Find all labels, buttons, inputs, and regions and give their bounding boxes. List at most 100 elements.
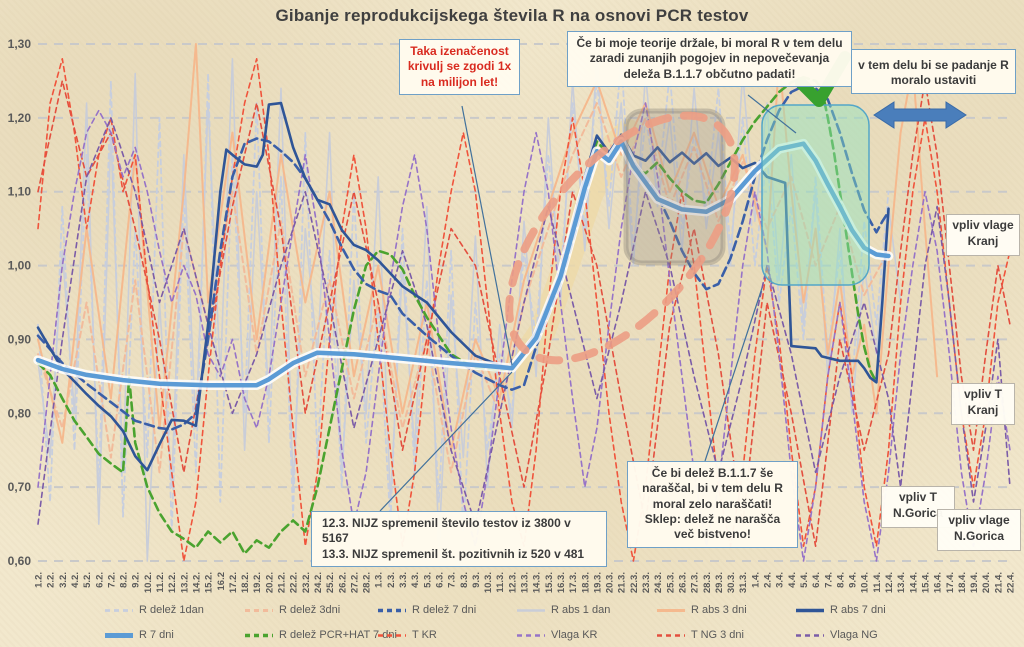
x-axis-tick-label: 13.4.	[896, 572, 907, 593]
legend-marker	[105, 632, 133, 638]
x-axis-tick-label: 18.3.	[580, 572, 591, 593]
y-axis-tick-label: 1,00	[8, 259, 32, 273]
leader-nijz	[379, 371, 513, 512]
legend-marker	[657, 608, 685, 612]
x-axis-tick-label: 21.3.	[617, 572, 628, 593]
legend-label: R 7 dni	[139, 629, 174, 641]
x-axis-tick-label: 1.2.	[34, 572, 45, 588]
series-r-abs-3-dni	[37, 43, 939, 452]
x-axis-tick-label: 13.3.	[520, 572, 531, 593]
x-axis-tick-label: 5.3.	[422, 572, 433, 588]
x-axis-tick-label: 3.2.	[58, 572, 69, 588]
legend-item-r-dele-1dan[interactable]: R delež 1dan	[104, 604, 204, 616]
legend-marker	[657, 633, 685, 637]
x-axis-tick-label: 9.3.	[471, 572, 482, 588]
x-axis-tick-label: 18.2.	[240, 572, 251, 593]
x-axis-tick-label: 12.2.	[167, 572, 178, 593]
x-axis-tick-label: 7.2.	[106, 572, 117, 588]
x-axis-tick-label: 19.2.	[252, 572, 263, 593]
x-axis-tick-label: 16.2	[216, 572, 227, 591]
legend-label: R abs 1 dan	[551, 604, 611, 616]
legend-label: Vlaga NG	[830, 629, 878, 641]
x-axis-tick-label: 24.2.	[313, 572, 324, 593]
y-axis-tick-label: 0,90	[8, 332, 32, 346]
leader-million	[461, 105, 513, 366]
x-axis-tick-label: 4.4.	[787, 572, 798, 588]
series-r-7-dni	[35, 139, 891, 388]
x-axis-tick-label: 19.3.	[592, 572, 603, 593]
red-dashed-ellipse[interactable]	[468, 76, 777, 399]
x-axis-tick-label: 22.3.	[629, 572, 640, 593]
legend-marker	[378, 608, 406, 612]
callout-nijz[interactable]: 12.3. NIJZ spremenil število testov iz 3…	[311, 511, 607, 568]
x-axis-tick-label: 16.3.	[556, 572, 567, 593]
legend-item-r-dele-7-dni[interactable]: R delež 7 dni	[377, 604, 476, 616]
legend-marker	[245, 633, 273, 637]
x-axis-tick-label: 8.4.	[835, 572, 846, 588]
x-axis-tick-label: 14.4.	[908, 572, 919, 593]
legend-marker	[517, 633, 545, 637]
leader-b117	[704, 287, 763, 462]
legend-item-vlaga-ng[interactable]: Vlaga NG	[795, 629, 878, 641]
x-axis-tick-label: 3.3.	[398, 572, 409, 588]
x-axis-tick-label: 20.4.	[981, 572, 992, 593]
x-axis-tick-label: 4.2.	[70, 572, 81, 588]
callout-stop-falling[interactable]: v tem delu bi se padanje R moralo ustavi…	[851, 49, 1016, 94]
legend-label: R delež 3dni	[279, 604, 341, 616]
x-axis-tick-label: 15.2.	[204, 572, 215, 593]
x-axis-tick-label: 31.3.	[738, 572, 749, 593]
legend-label: R delež PCR+HAT 7 dni	[279, 629, 397, 641]
x-axis-tick-label: 8.3.	[459, 572, 470, 588]
x-axis-tick-label: 8.2.	[119, 572, 130, 588]
legend-item-r-abs-3-dni[interactable]: R abs 3 dni	[656, 604, 747, 616]
legend-marker	[796, 608, 824, 612]
chart-title: Gibanje reprodukcijskega števila R na os…	[275, 6, 749, 25]
legend-item-t-kr[interactable]: T KR	[377, 629, 437, 641]
series-t-ng-3-dni	[37, 80, 1011, 548]
legend-item-r-dele-pcr-hat-7-dni[interactable]: R delež PCR+HAT 7 dni	[244, 629, 397, 641]
x-axis-tick-label: 25.3.	[665, 572, 676, 593]
x-axis-tick-label: 20.2.	[264, 572, 275, 593]
x-axis-tick-label: 12.3.	[507, 572, 518, 593]
callout-b117[interactable]: Če bi delež B.1.1.7 še naraščal, bi v te…	[627, 461, 798, 548]
x-axis-tick-label: 2.2.	[46, 572, 57, 588]
x-axis-tick-label: 27.2.	[349, 572, 360, 593]
gray-highlight-box[interactable]	[623, 108, 726, 266]
x-axis-tick-label: 6.3.	[434, 572, 445, 588]
legend-marker	[105, 608, 133, 612]
x-axis-tick-label: 5.2.	[82, 572, 93, 588]
callout-million-years[interactable]: Taka izenačenost krivulj se zgodi 1x na …	[399, 39, 520, 96]
legend-item-r-7-dni[interactable]: R 7 dni	[104, 629, 174, 641]
legend-marker	[245, 608, 273, 612]
legend-item-t-ng-3-dni[interactable]: T NG 3 dni	[656, 629, 744, 641]
x-axis-tick-label: 10.2.	[143, 572, 154, 593]
legend-item-vlaga-kr[interactable]: Vlaga KR	[516, 629, 597, 641]
side-label-vlaga-ngorica[interactable]: vpliv vlage N.Gorica	[937, 509, 1021, 551]
legend-item-r-abs-1-dan[interactable]: R abs 1 dan	[516, 604, 610, 616]
x-axis-tick-label: 11.3.	[495, 572, 506, 593]
legend-marker	[796, 633, 824, 637]
y-axis-tick-label: 1,10	[8, 185, 32, 199]
legend-marker	[517, 608, 545, 612]
teal-highlight-box[interactable]	[761, 104, 870, 286]
side-label-vlaga-kranj[interactable]: vpliv vlage Kranj	[946, 214, 1020, 256]
legend-label: R abs 3 dni	[691, 604, 747, 616]
x-axis-tick-label: 21.4.	[993, 572, 1004, 593]
x-axis-tick-label: 20.3.	[605, 572, 616, 593]
x-axis-tick-label: 14.2.	[191, 572, 202, 593]
x-axis-tick-label: 23.3.	[641, 572, 652, 593]
series-r-abs-7-dni	[36, 101, 890, 472]
x-axis-tick-label: 1.3.	[374, 572, 385, 588]
callout-theory[interactable]: Če bi moje teorije držale, bi moral R v …	[567, 31, 852, 88]
x-axis-tick-label: 15.4.	[920, 572, 931, 593]
legend-item-r-abs-7-dni[interactable]: R abs 7 dni	[795, 604, 886, 616]
x-axis-tick-label: 24.3.	[653, 572, 664, 593]
callout-nijz-line2: 13.3. NIJZ spremenil št. pozitivnih iz 5…	[322, 546, 585, 561]
side-label-t-kranj[interactable]: vpliv T Kranj	[951, 383, 1015, 425]
callout-nijz-line1: 12.3. NIJZ spremenil število testov iz 3…	[322, 516, 571, 546]
x-axis-tick-label: 29.3.	[714, 572, 725, 593]
legend-item-r-dele-3dni[interactable]: R delež 3dni	[244, 604, 340, 616]
